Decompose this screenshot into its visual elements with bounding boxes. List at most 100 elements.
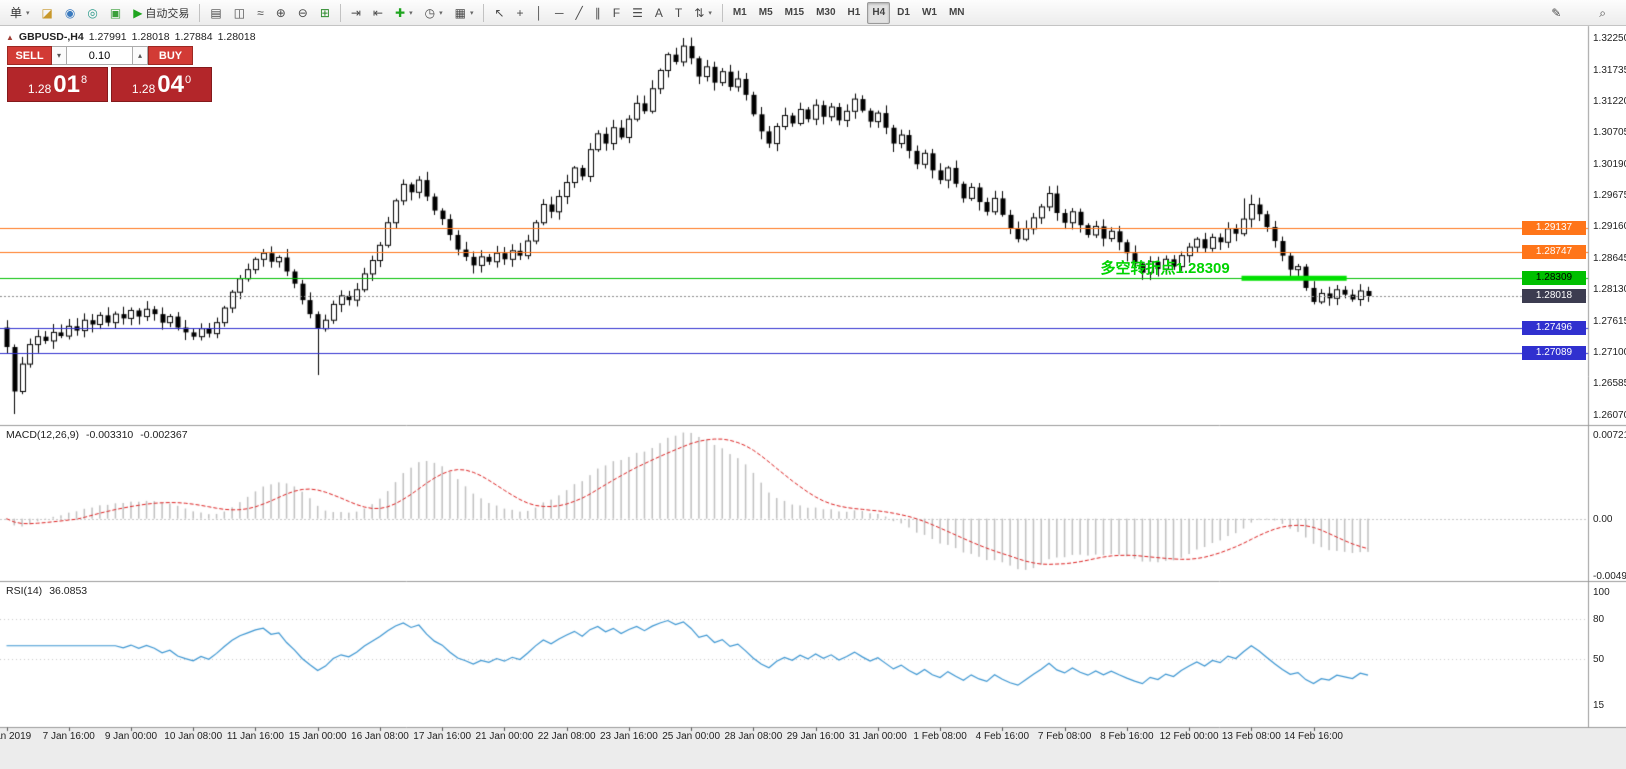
time-axis-label: 15 Jan 00:00 (288, 731, 347, 742)
timeframe-m5-label: M5 (758, 7, 773, 18)
toolbar-separator (199, 3, 201, 22)
zoom-in-button[interactable]: ⊕ (271, 2, 291, 24)
grid-button[interactable]: ☰ (627, 2, 648, 24)
auto-scroll-button[interactable]: ⇥ (346, 2, 366, 24)
tile-windows-button[interactable]: ⊞ (315, 2, 335, 24)
zoom-in-icon: ⊕ (275, 5, 286, 20)
price-axis-label: 1.31735 (1593, 64, 1626, 76)
timeframe-h1-label: H1 (847, 7, 861, 18)
candlestick-chart-button[interactable]: ◫ (229, 2, 250, 24)
autotrading-button[interactable]: ▶ 自动交易 (128, 2, 194, 24)
horizontal-line-button[interactable]: ─ (550, 2, 569, 24)
price-axis-label: 1.27615 (1593, 315, 1626, 327)
timeframe-w1[interactable]: W1 (917, 2, 942, 24)
navigator-button[interactable]: ◎ (82, 2, 102, 24)
grid-icon: ☰ (632, 5, 643, 20)
chevron-down-icon[interactable]: ▾ (26, 9, 30, 17)
search-button[interactable]: ⌕ (1594, 2, 1611, 24)
time-axis-label: 10 Jan 08:00 (164, 731, 223, 742)
chart-shift-button[interactable]: ⇤ (368, 2, 388, 24)
buy-price-button[interactable]: 1.28 04 0 (111, 67, 212, 102)
timeframe-m30[interactable]: M30 (811, 2, 840, 24)
timeframe-w1-label: W1 (921, 7, 937, 18)
timeframe-m1[interactable]: M1 (728, 2, 752, 24)
price-axis-label: 1.27100 (1593, 346, 1626, 358)
buy-button[interactable]: BUY (148, 46, 193, 65)
edit-pencil-icon: ✎ (1551, 5, 1562, 20)
navigator-icon: ◎ (87, 5, 98, 20)
bar-chart-icon: ▤ (210, 5, 222, 20)
chevron-down-icon[interactable]: ▾ (708, 9, 712, 17)
timeframe-mn[interactable]: MN (944, 2, 970, 24)
new-order-button[interactable]: 单 ▾ (5, 2, 35, 24)
timeframe-m15-label: M15 (784, 7, 805, 18)
time-axis-label: 28 Jan 08:00 (724, 731, 783, 742)
toolbar-right-icons: ✎ ⌕ (1545, 2, 1622, 24)
timeframe-m30-label: M30 (816, 7, 836, 18)
line-chart-icon: ≈ (257, 5, 264, 20)
timeframe-mn-label: MN (948, 7, 965, 18)
time-axis[interactable]: 3 Jan 2019 7 Jan 16:00 9 Jan 00:00 10 Jan 0… (0, 727, 1626, 747)
timeframe-h1[interactable]: H1 (843, 2, 866, 24)
bar-chart-button[interactable]: ▤ (205, 2, 226, 24)
periods-button[interactable]: ◷ ▾ (420, 2, 448, 24)
zoom-out-button[interactable]: ⊖ (293, 2, 313, 24)
time-axis-label: 12 Feb 00:00 (1159, 731, 1219, 742)
buy-price-sup: 0 (184, 73, 192, 86)
volume-down-button[interactable]: ▾ (52, 46, 67, 65)
chevron-down-icon[interactable]: ▾ (469, 9, 474, 17)
price-axis[interactable]: 1.32250 1.31735 1.31220 1.30705 1.30190 1.296… (1589, 26, 1626, 727)
text-label-icon: T (674, 5, 683, 20)
trendline-button[interactable]: ╱ (571, 2, 588, 24)
new-order-icon: 单 (10, 5, 23, 20)
sell-price-sup: 8 (80, 73, 88, 86)
charts-button[interactable]: ◪ (37, 2, 58, 24)
price-axis-label: 1.28645 (1593, 252, 1626, 264)
crosshair-button[interactable]: + (512, 2, 529, 24)
time-axis-label: 14 Feb 16:00 (1284, 731, 1343, 742)
price-axis-label: 1.28130 (1593, 284, 1626, 296)
vertical-line-button[interactable]: │ (531, 2, 549, 24)
templates-button[interactable]: ▦ ▾ (450, 2, 479, 24)
cursor-button[interactable]: ↖ (489, 2, 509, 24)
channel-button[interactable]: ∥ (590, 2, 606, 24)
time-axis-label: 13 Feb 08:00 (1221, 731, 1281, 742)
text-label-button[interactable]: T (670, 2, 687, 24)
sell-price-prefix: 1.28 (27, 81, 52, 96)
time-axis-label: 3 Jan 2019 (0, 731, 32, 742)
price-axis-label: 1.30190 (1593, 158, 1626, 170)
price-axis-label: 1.29675 (1593, 190, 1626, 202)
chevron-down-icon[interactable]: ▾ (439, 9, 443, 17)
timeframe-h4[interactable]: H4 (867, 1, 891, 24)
edit-pencil-button[interactable]: ✎ (1546, 2, 1566, 24)
timeframe-m5[interactable]: M5 (754, 2, 778, 24)
chevron-down-icon[interactable]: ▾ (409, 9, 413, 17)
fibonacci-button[interactable]: F (608, 2, 625, 24)
cursor-icon: ↖ (494, 5, 505, 20)
volume-input[interactable] (67, 46, 133, 65)
time-axis-label: 1 Feb 08:00 (913, 731, 967, 742)
market-watch-button[interactable]: ◉ (60, 2, 80, 24)
indicators-button[interactable]: ✚ ▾ (390, 2, 418, 24)
text-icon: A (654, 5, 663, 20)
arrows-icon: ⇅ (694, 5, 705, 20)
terminal-icon: ▣ (109, 5, 122, 20)
sell-button[interactable]: SELL (7, 46, 52, 65)
time-axis-label: 31 Jan 00:00 (848, 731, 907, 742)
line-chart-button[interactable]: ≈ (252, 2, 269, 24)
time-axis-label: 16 Jan 08:00 (351, 731, 409, 742)
timeframe-d1[interactable]: D1 (892, 2, 915, 24)
price-axis-label: 1.32250 (1593, 33, 1626, 45)
time-axis-label: 7 Jan 16:00 (42, 731, 95, 742)
text-button[interactable]: A (650, 2, 668, 24)
volume-up-button[interactable]: ▴ (133, 46, 148, 65)
terminal-button[interactable]: ▣ (105, 2, 126, 24)
arrows-button[interactable]: ⇅ ▾ (689, 2, 717, 24)
toolbar-separator (721, 3, 723, 22)
price-axis-label: 1.30705 (1593, 127, 1626, 139)
timeframe-m15[interactable]: M15 (780, 2, 809, 24)
time-axis-label: 29 Jan 16:00 (786, 731, 845, 742)
sell-price-button[interactable]: 1.28 01 8 (7, 67, 108, 102)
